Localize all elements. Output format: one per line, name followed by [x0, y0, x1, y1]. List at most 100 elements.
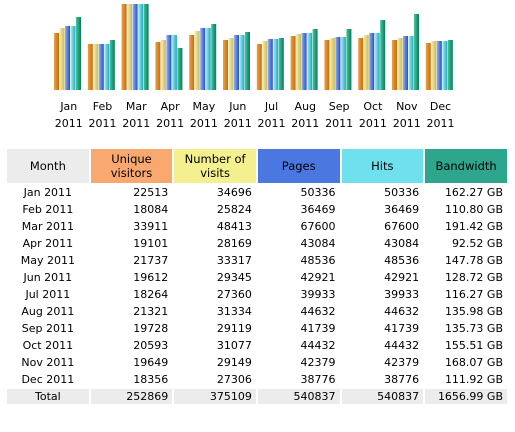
cell-bandwidth: 111.92 GB — [444, 373, 503, 386]
cell-hits: 42379 — [384, 356, 420, 369]
bar-visits-10 — [397, 38, 403, 90]
x-tick-label: Jul 2011 — [258, 100, 286, 130]
bar-visitors-7 — [290, 36, 296, 90]
cell-hits: 540837 — [341, 389, 424, 404]
cell-hits: 50336 — [384, 186, 420, 199]
cell-hits: 44632 — [384, 305, 420, 318]
cell-month: Total — [7, 389, 89, 404]
table-row: Apr 2011 19101 28169 43084 43084 92.52 GB — [7, 236, 507, 251]
cell-visits: 28169 — [216, 237, 252, 250]
x-tick-label: Feb 2011 — [89, 100, 117, 130]
bar-pages-5 — [234, 35, 239, 90]
table-row: Aug 2011 21321 31334 44632 44632 135.98 GB — [7, 304, 507, 319]
x-tick-label: May 2011 — [190, 100, 218, 130]
cell-month: Oct 2011 — [22, 339, 74, 352]
cell-visits: 375109 — [174, 389, 256, 404]
cell-hits: 44432 — [384, 339, 420, 352]
bar-visitors-0 — [54, 33, 59, 90]
cell-bandwidth: 1656.99 GB — [425, 389, 507, 404]
table-row: Mar 2011 33911 48413 67600 67600 191.42 GB — [7, 219, 507, 234]
cell-hits: 39933 — [384, 288, 420, 301]
cell-visits: 27306 — [216, 373, 252, 386]
bar-pages-0 — [65, 26, 70, 90]
cell-pages: 48536 — [300, 254, 336, 267]
cell-visitors: 18356 — [133, 373, 169, 386]
cell-pages: 39933 — [300, 288, 336, 301]
bar-visitors-4 — [189, 35, 195, 90]
bar-hits-11 — [442, 41, 448, 90]
bar-visits-0 — [59, 28, 65, 90]
cell-hits: 38776 — [384, 373, 420, 386]
cell-pages: 43084 — [300, 237, 336, 250]
cell-bandwidth: 191.42 GB — [444, 220, 503, 233]
cell-hits: 36469 — [384, 203, 420, 216]
cell-visits: 48413 — [216, 220, 252, 233]
cell-bandwidth: 135.73 GB — [444, 322, 503, 335]
bar-hits-3 — [171, 35, 177, 90]
cell-visits: 31334 — [216, 305, 252, 318]
cell-visitors: 19101 — [133, 237, 169, 250]
bar-visits-3 — [160, 40, 166, 90]
cell-hits: 42921 — [384, 271, 420, 284]
bar-pages-10 — [403, 36, 408, 90]
bar-pages-1 — [98, 44, 104, 90]
bar-pages-9 — [369, 33, 375, 90]
cell-bandwidth: 162.27 GB — [444, 186, 503, 199]
bar-visitors-10 — [392, 40, 397, 90]
header-hits: Hits — [341, 149, 424, 183]
cell-bandwidth: 128.72 GB — [444, 271, 503, 284]
cell-hits: 67600 — [384, 220, 420, 233]
bar-hits-2 — [138, 4, 144, 90]
cell-visitors: 21321 — [133, 305, 169, 318]
x-tick-label: Nov 2011 — [393, 100, 421, 130]
cell-bandwidth: 168.07 GB — [444, 356, 503, 369]
cell-hits: 48536 — [384, 254, 420, 267]
bar-bandwidth-0 — [76, 17, 81, 90]
cell-bandwidth: 135.98 GB — [444, 305, 503, 318]
bar-pages-11 — [436, 41, 442, 90]
bar-bandwidth-10 — [414, 14, 419, 90]
cell-month: Feb 2011 — [22, 203, 74, 216]
x-tick-label: Apr 2011 — [156, 100, 184, 130]
x-tick-label: Aug 2011 — [291, 100, 319, 130]
cell-month: Mar 2011 — [21, 220, 74, 233]
table-row: Nov 2011 19649 29149 42379 42379 168.07 GB — [7, 355, 507, 370]
bar-visitors-9 — [358, 38, 364, 90]
cell-visitors: 21737 — [133, 254, 169, 267]
cell-month: Sep 2011 — [21, 322, 74, 335]
cell-month: Jan 2011 — [23, 186, 73, 199]
cell-month: Jun 2011 — [23, 271, 73, 284]
cell-bandwidth: 116.27 GB — [444, 288, 503, 301]
cell-visitors: 19649 — [133, 356, 169, 369]
cell-visits: 33317 — [216, 254, 252, 267]
bar-hits-6 — [273, 39, 279, 90]
cell-pages: 67600 — [300, 220, 336, 233]
bar-bandwidth-9 — [380, 20, 386, 90]
cell-visits: 34696 — [216, 186, 252, 199]
cell-pages: 540837 — [257, 389, 340, 404]
cell-visits: 31077 — [216, 339, 252, 352]
cell-month: Apr 2011 — [22, 237, 74, 250]
cell-visits: 29345 — [216, 271, 252, 284]
bar-visits-1 — [93, 44, 99, 90]
cell-bandwidth: 92.52 GB — [451, 237, 503, 250]
header-bandwidth: Bandwidth — [425, 149, 507, 183]
cell-month: Dec 2011 — [21, 373, 75, 386]
table-row: Jun 2011 19612 29345 42921 42921 128.72 GB — [7, 270, 507, 285]
x-tick-label: Mar 2011 — [122, 100, 150, 130]
cell-visits: 29119 — [216, 322, 252, 335]
cell-pages: 36469 — [300, 203, 336, 216]
bar-visits-8 — [329, 38, 335, 90]
monthly-stats-table: Month Unique visitors Number of visits Pag… — [5, 147, 509, 406]
cell-month: May 2011 — [20, 254, 75, 267]
cell-month: Jul 2011 — [25, 288, 71, 301]
header-unique-visitors: Unique visitors — [90, 149, 173, 183]
bar-pages-7 — [301, 33, 307, 90]
bar-hits-0 — [70, 26, 76, 90]
bar-visits-9 — [363, 35, 369, 90]
cell-visitors: 20593 — [133, 339, 169, 352]
header-number-of-visits: Number of visits — [174, 149, 256, 183]
table-total-row: Total 252869 375109 540837 540837 1656.99 GB — [7, 389, 507, 404]
cell-visitors: 33911 — [133, 220, 169, 233]
